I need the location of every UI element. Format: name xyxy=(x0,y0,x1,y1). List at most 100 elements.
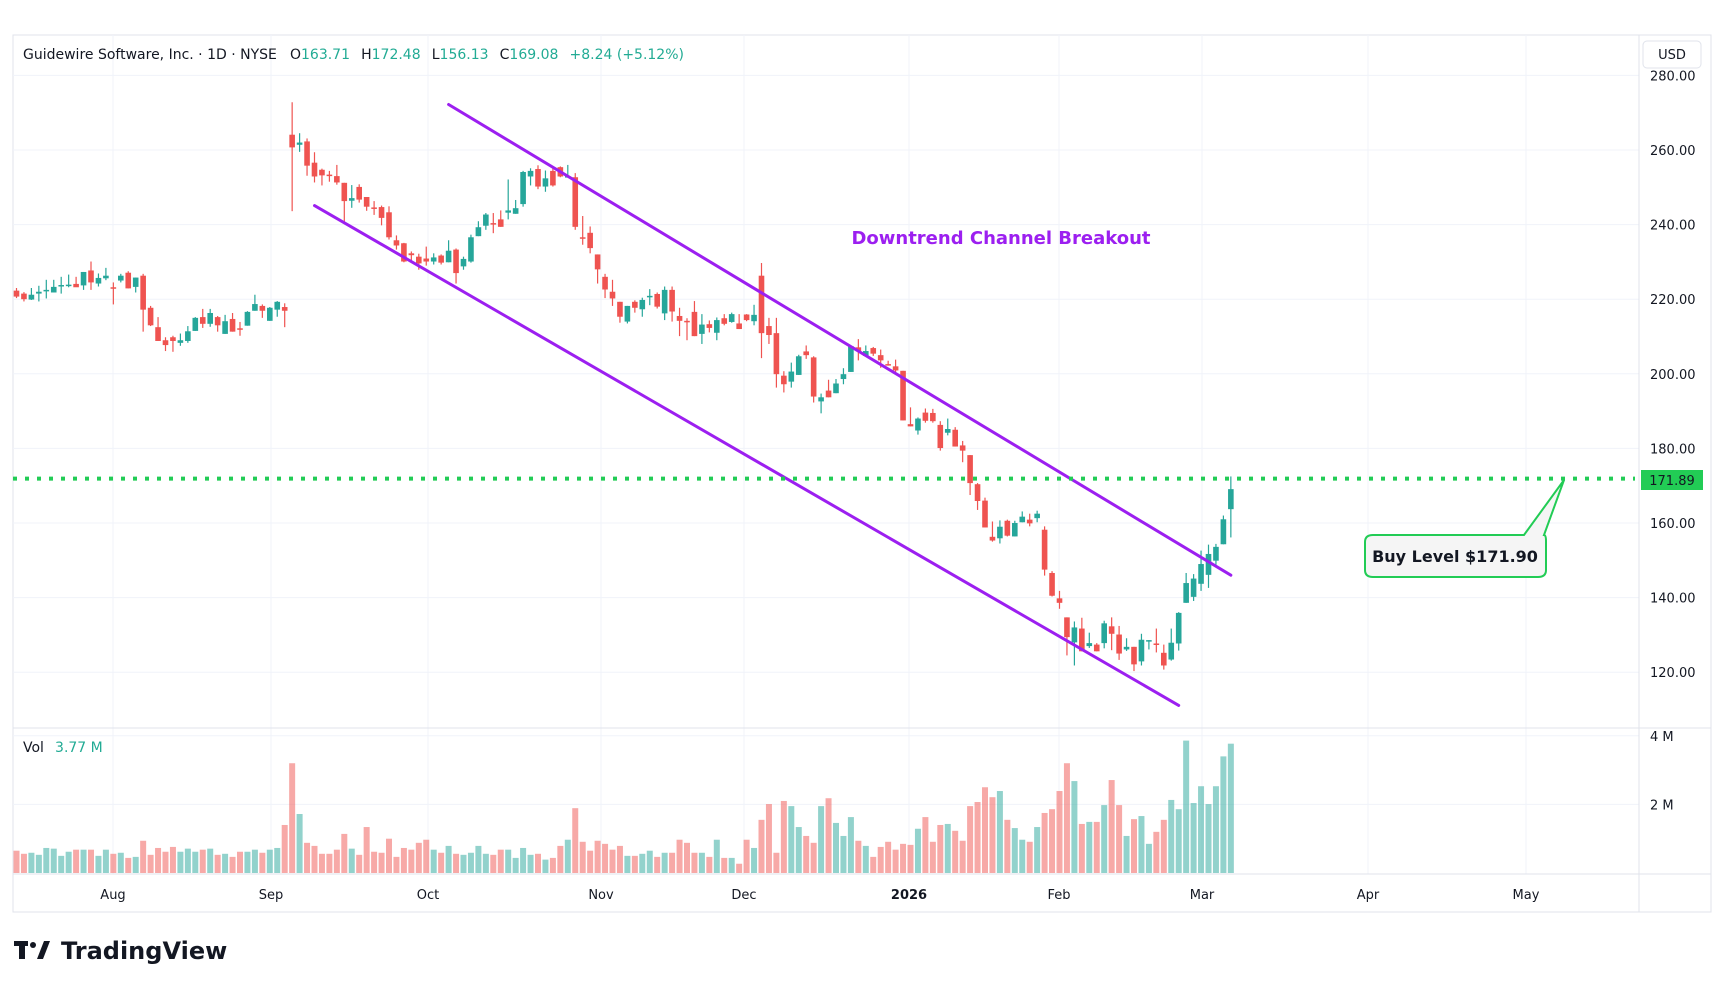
candle xyxy=(840,368,847,385)
volume-bar xyxy=(959,840,966,873)
volume-bar xyxy=(549,857,556,873)
candle xyxy=(50,279,57,293)
candle-body xyxy=(520,172,526,205)
buy-level-callout[interactable]: Buy Level $171.90 xyxy=(1364,479,1565,578)
volume-bar xyxy=(1041,812,1048,873)
currency-button[interactable]: USD xyxy=(1642,40,1702,69)
candle xyxy=(13,288,20,299)
volume-bar xyxy=(616,845,623,873)
volume-bar xyxy=(73,849,80,873)
time-tick-label: Dec xyxy=(731,888,756,903)
candle-body xyxy=(289,134,295,148)
candle xyxy=(810,356,817,403)
candle xyxy=(848,346,854,372)
downtrend-channel[interactable] xyxy=(313,102,1233,707)
candle xyxy=(1228,476,1234,538)
volume-bar xyxy=(803,835,810,873)
candle-body xyxy=(803,351,809,356)
volume-bar xyxy=(326,853,333,873)
candle xyxy=(393,235,400,250)
candle-body xyxy=(691,311,698,337)
time-tick-label: Aug xyxy=(100,888,125,903)
volume-bar xyxy=(780,800,787,873)
candle-body xyxy=(505,210,511,213)
candle-body xyxy=(296,142,303,145)
candle-body xyxy=(840,374,847,380)
candle xyxy=(922,408,929,423)
volume-bar xyxy=(13,850,20,873)
candle-body xyxy=(766,326,772,336)
candle-body xyxy=(1123,646,1130,650)
candle-body xyxy=(550,170,556,186)
channel-upper-line[interactable] xyxy=(447,102,1233,577)
time-axis[interactable]: Aug Sep Oct Nov Dec 2026 Feb Mar Apr May xyxy=(100,888,1539,903)
time-tick-label: Nov xyxy=(588,888,614,903)
candle xyxy=(609,279,616,306)
candle xyxy=(967,455,973,496)
volume-bar xyxy=(1049,809,1056,873)
candle xyxy=(43,279,50,299)
volume-bar xyxy=(482,853,489,873)
candle xyxy=(58,276,64,294)
candle xyxy=(28,288,35,300)
time-tick-label: Mar xyxy=(1190,888,1215,903)
price-axis[interactable]: 280.00 260.00 240.00 220.00 200.00 180.00 160.… xyxy=(1650,69,1696,681)
candle xyxy=(803,345,809,359)
volume-bar xyxy=(363,827,370,873)
volume-bar xyxy=(512,857,519,873)
candle xyxy=(36,285,42,302)
volume-bar xyxy=(654,856,661,873)
candle-body xyxy=(944,429,951,433)
annotation-downtrend-channel-breakout[interactable]: Downtrend Channel Breakout xyxy=(851,228,1150,249)
volume-bar xyxy=(289,763,296,873)
candle xyxy=(535,165,541,190)
candle xyxy=(766,317,772,344)
candle-body xyxy=(1168,642,1175,660)
volume-bar xyxy=(50,848,57,873)
candle xyxy=(915,417,921,435)
candle xyxy=(1138,633,1145,666)
candle-body xyxy=(50,286,57,293)
candle-body xyxy=(594,254,601,270)
volume-bar xyxy=(892,849,899,873)
channel-lower-line[interactable] xyxy=(313,204,1181,707)
candle-body xyxy=(721,318,728,324)
volume-bar xyxy=(177,851,184,873)
volume-bar xyxy=(847,817,854,873)
candle-body xyxy=(393,240,400,246)
candle-body xyxy=(155,327,161,341)
candle-body xyxy=(885,364,891,366)
candle-body xyxy=(170,337,176,341)
currency-button-label[interactable]: USD xyxy=(1658,48,1686,63)
volume-bar xyxy=(28,852,35,873)
price-tick-label: 120.00 xyxy=(1650,666,1696,681)
candle-body xyxy=(80,271,87,286)
candle-body xyxy=(922,412,929,421)
volume-bar xyxy=(840,835,847,873)
volume-bar xyxy=(251,849,258,873)
currency-button-bg[interactable] xyxy=(1642,40,1702,69)
candle-body xyxy=(527,170,534,177)
volume-bar xyxy=(229,856,236,873)
candle-body xyxy=(952,429,958,447)
time-tick-label: Apr xyxy=(1357,888,1380,903)
candle xyxy=(460,256,467,270)
candle xyxy=(907,407,914,427)
tradingview-logo[interactable]: TradingView xyxy=(14,937,227,965)
volume-bar xyxy=(147,854,154,873)
volume-bar xyxy=(430,849,437,873)
candle-body xyxy=(311,162,318,177)
price-tick-label: 200.00 xyxy=(1650,368,1696,383)
candle-body xyxy=(43,289,50,292)
candle xyxy=(147,305,154,327)
volume-bar xyxy=(20,853,27,873)
candle xyxy=(684,318,690,341)
candle-body xyxy=(900,370,906,421)
candle-body xyxy=(319,169,325,176)
candle xyxy=(646,289,653,306)
candle-body xyxy=(237,328,243,330)
candle xyxy=(140,273,146,332)
candle xyxy=(475,221,482,237)
volume-bar xyxy=(557,845,564,873)
candle-body xyxy=(326,174,333,177)
